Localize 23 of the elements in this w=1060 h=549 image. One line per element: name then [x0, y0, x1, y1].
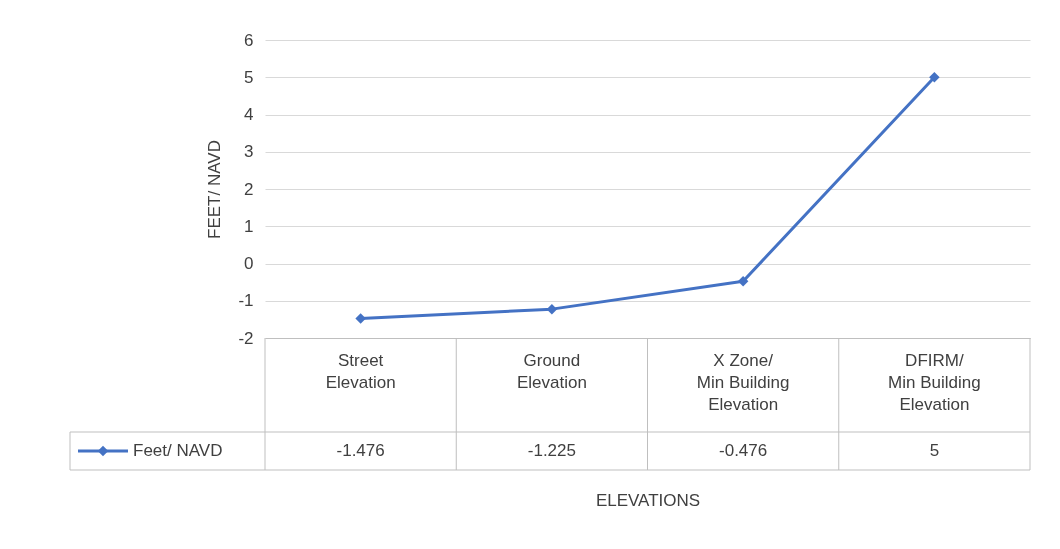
y-tick-label: -2	[238, 328, 254, 348]
y-tick-label: -1	[238, 291, 254, 311]
data-label: -1.225	[527, 441, 576, 460]
y-tick-label: 3	[244, 142, 254, 162]
y-tick-label: 2	[244, 179, 254, 199]
point	[737, 275, 749, 287]
point	[355, 313, 366, 324]
data-label: -0.476	[719, 441, 768, 460]
x-axis-title: ELEVATIONS	[595, 490, 701, 510]
x-tick-label: Street Elevation	[325, 350, 396, 392]
y-tick-label: 4	[244, 105, 254, 124]
x-tick-label: DFIRM/ Min Building Elevation	[888, 350, 981, 414]
y-tick-label: 1	[244, 216, 254, 236]
data-label: 5	[929, 441, 940, 460]
y-tick-label: 6	[244, 30, 254, 50]
data-label: -1.476	[336, 441, 385, 460]
x-tick-label: X Zone/ Min Building Elevation	[696, 350, 790, 414]
x-tick-label: Ground Elevation	[516, 350, 587, 392]
legend-label: Feet/ NAVD	[133, 441, 223, 460]
y-tick-label: 5	[244, 67, 254, 87]
y-axis-title: FEET/ NAVD	[205, 140, 225, 239]
y-tick-label: 0	[244, 254, 254, 273]
point	[929, 72, 940, 83]
